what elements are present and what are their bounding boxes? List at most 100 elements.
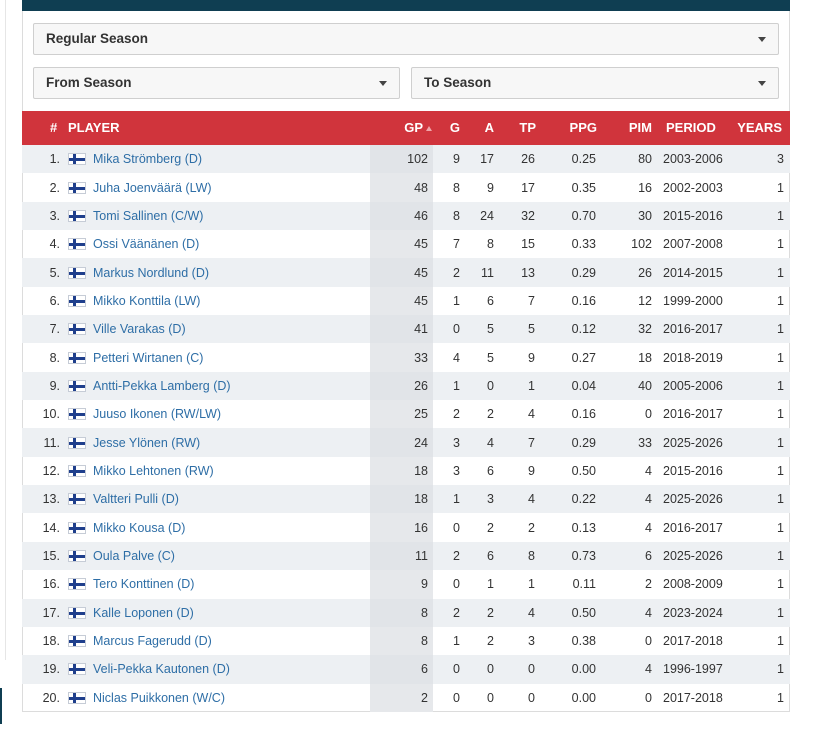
player-name-link[interactable]: Tero Konttinen (D) (93, 577, 195, 592)
header-pim[interactable]: PIM (628, 120, 652, 135)
flag-cross-vertical (73, 550, 76, 561)
header-player[interactable]: PLAYER (68, 120, 120, 135)
nationality-flag (68, 655, 86, 683)
table-row: 9. Antti-Pekka Lamberg (D) 26 1 0 1 0.04 40 2005… (22, 371, 790, 401)
player-name-link[interactable]: Petteri Wirtanen (C) (93, 350, 204, 365)
from-season-value: From Season (46, 75, 132, 90)
penalty-minutes-value: 0 (645, 634, 652, 649)
total-points-value: 9 (528, 463, 535, 478)
games-played-value: 18 (414, 492, 428, 507)
header-years[interactable]: YEARS (737, 120, 782, 135)
to-season-select[interactable]: To Season (411, 67, 779, 99)
flag-cross-vertical (73, 380, 76, 391)
player-name-link[interactable]: Valtteri Pulli (D) (93, 492, 179, 507)
player-rank: 7. (49, 322, 60, 337)
years-value: 1 (777, 605, 784, 620)
games-played-value: 46 (414, 208, 428, 223)
player-rank: 10. (42, 407, 60, 422)
assists-value: 6 (487, 548, 494, 563)
player-name-link[interactable]: Juha Joenväärä (LW) (93, 180, 212, 195)
header-g[interactable]: G (449, 120, 460, 135)
games-played-value: 8 (421, 605, 428, 620)
nationality-flag (68, 627, 86, 655)
goals-value: 0 (453, 577, 460, 592)
games-played-value: 25 (414, 407, 428, 422)
player-name-link[interactable]: Niclas Puikkonen (W/C) (93, 690, 225, 705)
penalty-minutes-value: 0 (645, 407, 652, 422)
period-value: 2003-2006 (663, 152, 723, 167)
header-gp-label: GP (404, 120, 423, 135)
player-name-link[interactable]: Mikko Kousa (D) (93, 520, 186, 535)
top-bar (22, 0, 790, 11)
period-value: 2025-2026 (663, 435, 723, 450)
player-name-link[interactable]: Mikko Lehtonen (RW) (93, 463, 214, 478)
player-name-link[interactable]: Jesse Ylönen (RW) (93, 435, 201, 450)
finland-flag-icon (68, 635, 86, 648)
period-value: 2015-2016 (663, 208, 723, 223)
years-value: 1 (777, 662, 784, 677)
player-name-link[interactable]: Veli-Pekka Kautonen (D) (93, 662, 230, 677)
player-name-link[interactable]: Ossi Väänänen (D) (93, 237, 200, 252)
sorted-column-highlight (370, 145, 433, 174)
player-name-link[interactable]: Antti-Pekka Lamberg (D) (93, 378, 231, 393)
flag-cross-vertical (73, 437, 76, 448)
header-tp[interactable]: TP (519, 120, 536, 135)
sorted-column-highlight (370, 173, 433, 202)
assists-value: 0 (487, 378, 494, 393)
flag-cross-vertical (73, 182, 76, 193)
years-value: 1 (777, 237, 784, 252)
flag-cross-horizontal (69, 299, 85, 303)
player-name-link[interactable]: Mika Strömberg (D) (93, 152, 203, 167)
chevron-down-icon (758, 37, 766, 42)
header-period[interactable]: PERIOD (666, 120, 716, 135)
player-name-link[interactable]: Juuso Ikonen (RW/LW) (93, 407, 222, 422)
points-per-game-value: 0.35 (571, 180, 596, 195)
player-rank: 16. (42, 577, 60, 592)
table-row: 12. Mikko Lehtonen (RW) 18 3 6 9 0.50 4 2015-201… (22, 456, 790, 486)
player-name-link[interactable]: Kalle Loponen (D) (93, 605, 194, 620)
period-value: 2025-2026 (663, 492, 723, 507)
games-played-value: 26 (414, 378, 428, 393)
flag-cross-horizontal (69, 384, 85, 388)
total-points-value: 17 (521, 180, 535, 195)
sorted-column-highlight (370, 513, 433, 542)
nationality-flag (68, 258, 86, 286)
flag-cross-vertical (73, 324, 76, 335)
flag-cross-horizontal (69, 583, 85, 587)
from-season-select[interactable]: From Season (33, 67, 400, 99)
player-name-link[interactable]: Marcus Fagerudd (D) (93, 634, 212, 649)
table-row: 14. Mikko Kousa (D) 16 0 2 2 0.13 4 2016-2017 1 (22, 513, 790, 542)
goals-value: 1 (453, 634, 460, 649)
header-ppg[interactable]: PPG (569, 120, 597, 135)
player-name-link[interactable]: Mikko Konttila (LW) (93, 293, 201, 308)
total-points-value: 8 (528, 548, 535, 563)
penalty-minutes-value: 4 (645, 662, 652, 677)
years-value: 1 (777, 492, 784, 507)
points-per-game-value: 0.70 (571, 208, 596, 223)
nationality-flag (68, 372, 86, 400)
player-name-link[interactable]: Oula Palve (C) (93, 548, 175, 563)
sorted-column-highlight (370, 626, 433, 656)
left-accent-bar (0, 688, 2, 724)
header-a[interactable]: A (484, 120, 494, 135)
flag-cross-vertical (73, 636, 76, 647)
player-name-link[interactable]: Ville Varakas (D) (93, 322, 186, 337)
games-played-value: 41 (414, 322, 428, 337)
player-name-link[interactable]: Markus Nordlund (D) (93, 265, 210, 280)
finland-flag-icon (68, 408, 86, 421)
player-name-link[interactable]: Tomi Sallinen (C/W) (93, 208, 204, 223)
flag-cross-horizontal (69, 469, 85, 473)
years-value: 1 (777, 634, 784, 649)
flag-cross-vertical (73, 210, 76, 221)
season-type-select[interactable]: Regular Season (33, 23, 779, 55)
finland-flag-icon (68, 181, 86, 194)
chevron-down-icon (758, 81, 766, 86)
nationality-flag (68, 230, 86, 258)
flag-cross-vertical (73, 494, 76, 505)
flag-cross-vertical (73, 239, 76, 250)
years-value: 1 (777, 293, 784, 308)
points-per-game-value: 0.73 (571, 548, 596, 563)
header-gp[interactable]: GP (392, 111, 432, 145)
flag-cross-vertical (73, 409, 76, 420)
nationality-flag (68, 599, 86, 627)
